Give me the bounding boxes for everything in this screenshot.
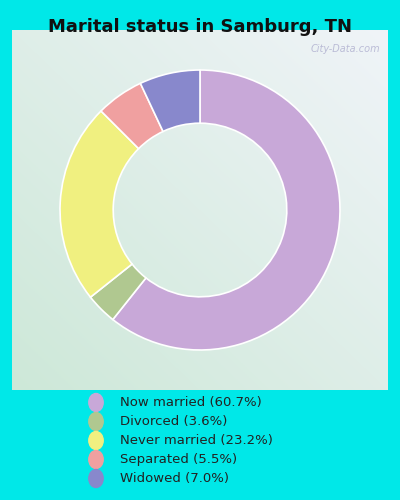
Text: Widowed (7.0%): Widowed (7.0%) <box>120 472 229 485</box>
Wedge shape <box>113 70 340 350</box>
Wedge shape <box>101 84 163 148</box>
Text: Now married (60.7%): Now married (60.7%) <box>120 396 262 409</box>
Text: Separated (5.5%): Separated (5.5%) <box>120 453 237 466</box>
Text: Never married (23.2%): Never married (23.2%) <box>120 434 273 447</box>
Text: City-Data.com: City-Data.com <box>311 44 380 54</box>
Text: Marital status in Samburg, TN: Marital status in Samburg, TN <box>48 18 352 36</box>
Wedge shape <box>140 70 200 132</box>
Wedge shape <box>90 264 146 320</box>
Wedge shape <box>60 111 139 297</box>
Text: Divorced (3.6%): Divorced (3.6%) <box>120 415 227 428</box>
